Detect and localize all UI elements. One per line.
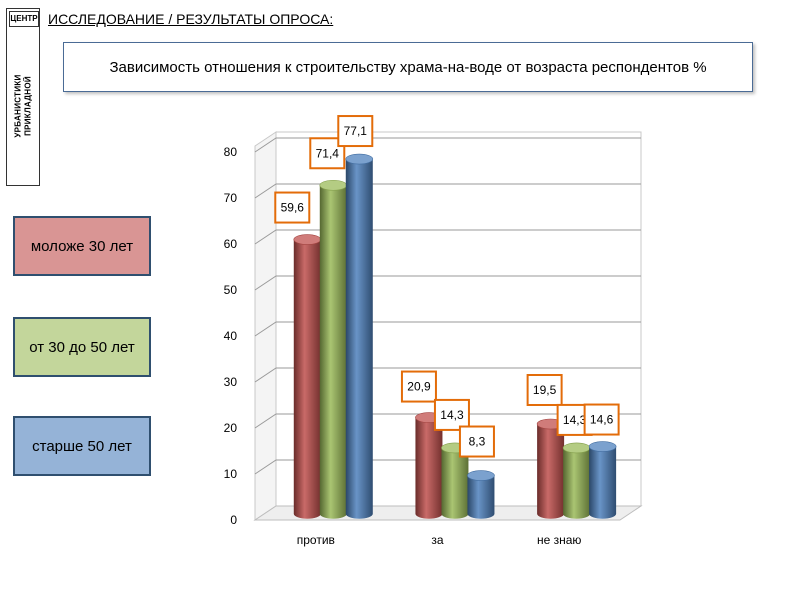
page-header: ИССЛЕДОВАНИЕ / РЕЗУЛЬТАТЫ ОПРОСА:	[48, 11, 334, 27]
center-logo: ЦЕНТР УРБАНИСТИКИ ПРИКЛАДНОЙ	[6, 8, 40, 186]
data-label-1-0: 71,4	[316, 146, 340, 160]
x-tick-label-1: за	[431, 533, 444, 547]
bar-top-0-1	[319, 179, 348, 191]
bar-2-1	[563, 447, 591, 519]
data-label-box-0-2	[526, 374, 563, 406]
y-tick-label-10: 10	[224, 467, 238, 481]
bar-0-1	[319, 185, 347, 519]
bar-top-0-2	[345, 153, 374, 165]
bar-2-0	[537, 424, 565, 519]
y-tick-label-20: 20	[224, 421, 238, 435]
y-tick-label-70: 70	[224, 191, 238, 205]
gridline-80	[254, 137, 641, 153]
x-tick-label-2: не знаю	[537, 533, 581, 547]
logo-top-text: ЦЕНТР	[9, 11, 39, 27]
legend-label-over-50: старше 50 лет	[32, 437, 132, 455]
gridline-70	[254, 183, 641, 199]
bar-1-1	[441, 447, 469, 519]
data-label-2-0: 77,1	[344, 124, 368, 138]
y-tick-label-80: 80	[224, 145, 238, 159]
data-label-1-2: 14,3	[563, 413, 587, 427]
bar-top-2-1	[562, 442, 591, 454]
gridline-60	[254, 229, 641, 245]
x-tick-label-0: против	[297, 533, 335, 547]
data-label-0-2: 19,5	[533, 383, 557, 397]
data-label-1-1: 14,3	[440, 408, 464, 422]
gridline-40	[254, 321, 641, 337]
bar-2-2	[589, 446, 617, 519]
legend-item-30-50: от 30 до 50 лет	[13, 317, 151, 377]
legend-label-under-30: моложе 30 лет	[30, 237, 134, 255]
y-tick-label-0: 0	[230, 513, 237, 527]
bar-top-2-2	[588, 441, 617, 452]
data-label-2-1: 8,3	[469, 435, 486, 449]
bar-top-1-2	[467, 470, 495, 481]
chart-title: Зависимость отношения к строительству хр…	[109, 58, 707, 76]
y-tick-label-60: 60	[224, 237, 238, 251]
data-label-box-2-2	[583, 403, 620, 436]
gridline-50	[254, 275, 641, 291]
data-label-box-1-1	[433, 398, 470, 431]
bar-top-0-0	[293, 234, 322, 245]
bar-1-2	[467, 475, 495, 519]
data-label-box-2-1	[458, 425, 495, 458]
gridline-10	[254, 459, 641, 475]
data-label-box-0-1	[400, 370, 437, 403]
bar-0-0	[293, 239, 321, 519]
y-tick-label-40: 40	[224, 329, 238, 343]
y-tick-label-50: 50	[224, 283, 238, 297]
gridline-30	[254, 367, 641, 383]
y-tick-label-30: 30	[224, 375, 238, 389]
data-label-0-1: 20,9	[407, 380, 431, 394]
data-label-0-0: 59,6	[281, 201, 305, 215]
bar-1-0	[415, 417, 443, 519]
bar-0-2	[345, 159, 373, 519]
legend-label-30-50: от 30 до 50 лет	[29, 338, 135, 356]
data-label-2-2: 14,6	[590, 413, 614, 427]
chart-title-box: Зависимость отношения к строительству хр…	[63, 42, 753, 92]
gridline-20	[254, 413, 641, 429]
legend-item-under-30: моложе 30 лет	[13, 216, 151, 276]
data-label-box-0-0	[274, 191, 311, 224]
legend-item-over-50: старше 50 лет	[13, 416, 151, 476]
data-label-box-2-0	[337, 115, 374, 148]
